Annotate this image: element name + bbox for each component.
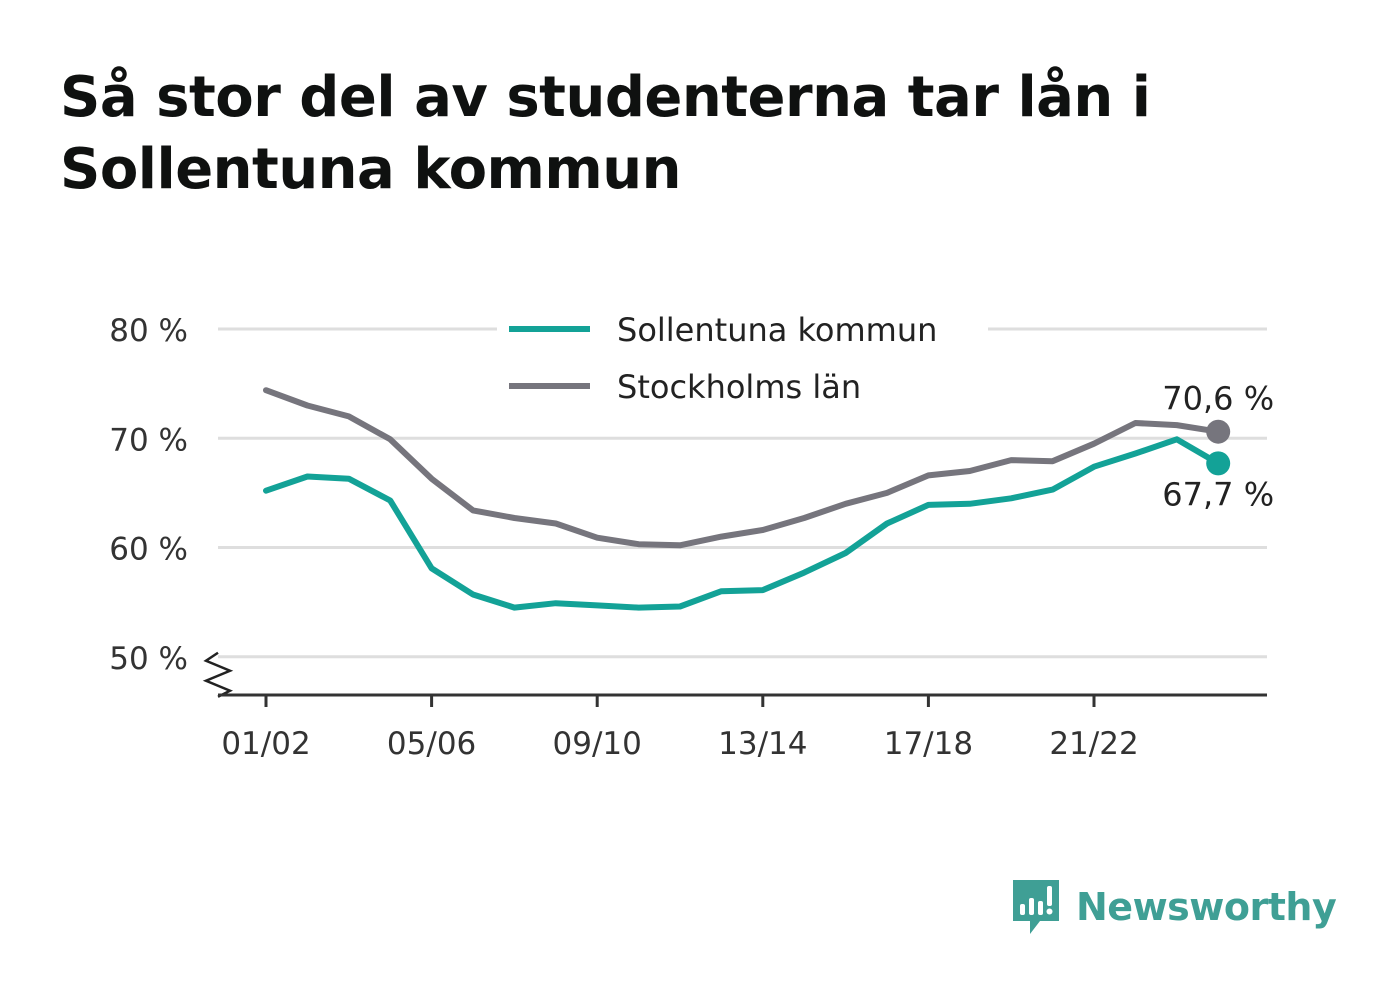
y-axis-ticks: 50 % 60 % 70 % 80 %: [109, 313, 188, 677]
chart-title: Så stor del av studenterna tar lån i Sol…: [60, 65, 1151, 202]
series-line: [263, 436, 1222, 611]
end-labels: 70,6 % 67,7 %: [1162, 380, 1274, 514]
y-tick-label: 50 %: [109, 641, 188, 677]
brand-name: Newsworthy: [1076, 885, 1337, 929]
logo-bar-3: [1038, 901, 1043, 915]
logo-bubble-shape: [1013, 880, 1059, 934]
logo-bar-1: [1020, 904, 1025, 915]
x-axis-ticks: 01/02 05/06 09/10 13/14 17/18 21/22: [221, 695, 1139, 762]
x-tick-label: 21/22: [1049, 726, 1138, 762]
series-lines: [263, 387, 1231, 611]
axis-break-icon: [202, 651, 234, 698]
newsworthy-logo-icon: [1013, 880, 1059, 934]
x-tick-label: 05/06: [387, 726, 476, 762]
x-axis: [202, 651, 1267, 698]
legend-background: [497, 306, 988, 409]
y-tick-label: 70 %: [109, 422, 188, 458]
end-value-label: 67,7 %: [1162, 475, 1274, 513]
x-tick-label: 13/14: [718, 726, 807, 762]
logo-dot: [1046, 908, 1053, 915]
x-tick-label: 01/02: [221, 726, 310, 762]
x-tick-label: 09/10: [553, 726, 642, 762]
x-tick-label: 17/18: [884, 726, 973, 762]
legend-label: Sollentuna kommun: [617, 311, 937, 349]
series-line: [263, 387, 1222, 549]
y-tick-label: 80 %: [109, 313, 188, 349]
newsworthy-logo: Newsworthy: [1010, 876, 1337, 938]
end-point: [1206, 419, 1231, 444]
legend-label: Stockholms län: [617, 368, 861, 406]
logo-bar-2: [1029, 898, 1034, 915]
end-value-label: 70,6 %: [1162, 380, 1274, 418]
legend: Sollentuna kommun Stockholms län: [497, 306, 988, 409]
y-tick-label: 60 %: [109, 532, 188, 568]
end-point: [1206, 451, 1231, 476]
logo-bar-4: [1047, 886, 1052, 906]
